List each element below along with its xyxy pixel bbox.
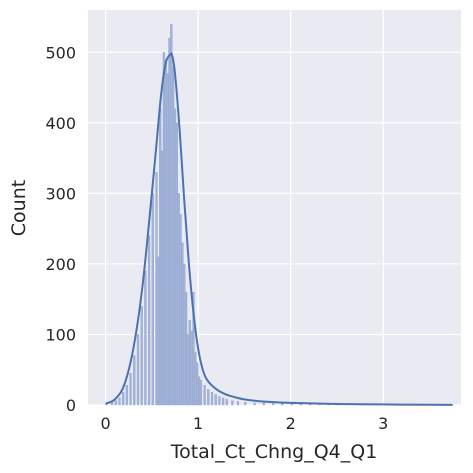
histogram-bar [175, 122, 178, 406]
x-tick-label: 0 [100, 414, 110, 433]
y-tick-label: 400 [45, 114, 76, 133]
x-tick-label: 2 [286, 414, 296, 433]
histogram-bar [160, 150, 164, 406]
histogram-bar [253, 402, 256, 406]
y-tick-label: 300 [45, 184, 76, 203]
histogram-bar [144, 270, 147, 406]
kde-line [105, 52, 453, 406]
histogram-bar [129, 373, 132, 406]
histogram-bar [183, 263, 186, 406]
histogram-bar [225, 399, 228, 406]
histogram-bar [170, 23, 173, 406]
histogram-bar [222, 397, 225, 406]
histogram-bar [271, 403, 275, 406]
plot-background [88, 10, 461, 405]
histogram-bar [199, 380, 203, 406]
x-axis-ticks: 0 1 2 3 [100, 414, 388, 433]
histogram-bar [218, 396, 221, 406]
histogram-bar [181, 242, 184, 406]
histogram-bar [155, 172, 158, 406]
x-tick-label: 1 [193, 414, 203, 433]
histogram-bar [192, 291, 195, 406]
histogram-bar [184, 291, 188, 406]
y-axis-ticks: 0 100 200 300 400 500 [45, 43, 76, 415]
y-tick-label: 500 [45, 43, 76, 62]
histogram-bar [122, 392, 125, 406]
histogram-bar [118, 397, 121, 406]
y-tick-label: 200 [45, 255, 76, 274]
histogram-bar [147, 235, 151, 406]
histogram-bar [188, 320, 191, 406]
histogram-bars [105, 23, 423, 406]
histogram-bar [196, 362, 199, 406]
histogram-bar [231, 400, 234, 406]
x-axis-label: Total_Ct_Chng_Q4_Q1 [170, 441, 378, 463]
histogram-bar [197, 376, 201, 406]
histogram-bar [125, 385, 128, 406]
histogram-bar [179, 214, 182, 406]
histogram-bar [236, 401, 240, 406]
histogram-bar [281, 403, 284, 406]
histogram-bar [309, 404, 312, 406]
histogram-bar [140, 306, 143, 406]
histogram-bar [244, 401, 247, 406]
histogram-bar [157, 256, 160, 406]
histogram-bar [207, 389, 210, 406]
histogram-bar [168, 38, 171, 406]
histogram-bar [214, 394, 217, 406]
histogram-bar [151, 193, 154, 406]
histogram-bar [299, 404, 303, 406]
histogram-bar [159, 108, 162, 406]
x-tick-label: 3 [378, 414, 388, 433]
y-tick-label: 0 [66, 396, 76, 415]
histogram-bar [166, 73, 169, 406]
histogram-bar [164, 59, 167, 406]
histogram-bar [186, 334, 190, 406]
histogram-bar [203, 385, 206, 406]
y-axis-label: Count [8, 180, 30, 236]
histogram-bar [210, 392, 214, 406]
histogram-bar [190, 330, 193, 406]
histogram-bar [172, 66, 175, 406]
histogram-bar [133, 355, 136, 406]
histogram-bar [162, 52, 166, 406]
histogram-bar [177, 193, 180, 406]
y-tick-label: 100 [45, 325, 76, 344]
histogram-bar [173, 108, 177, 406]
histogram-bar [194, 351, 197, 406]
histogram-bar [136, 334, 140, 406]
histogram-bar [114, 400, 117, 406]
histogram-bar [262, 402, 265, 406]
